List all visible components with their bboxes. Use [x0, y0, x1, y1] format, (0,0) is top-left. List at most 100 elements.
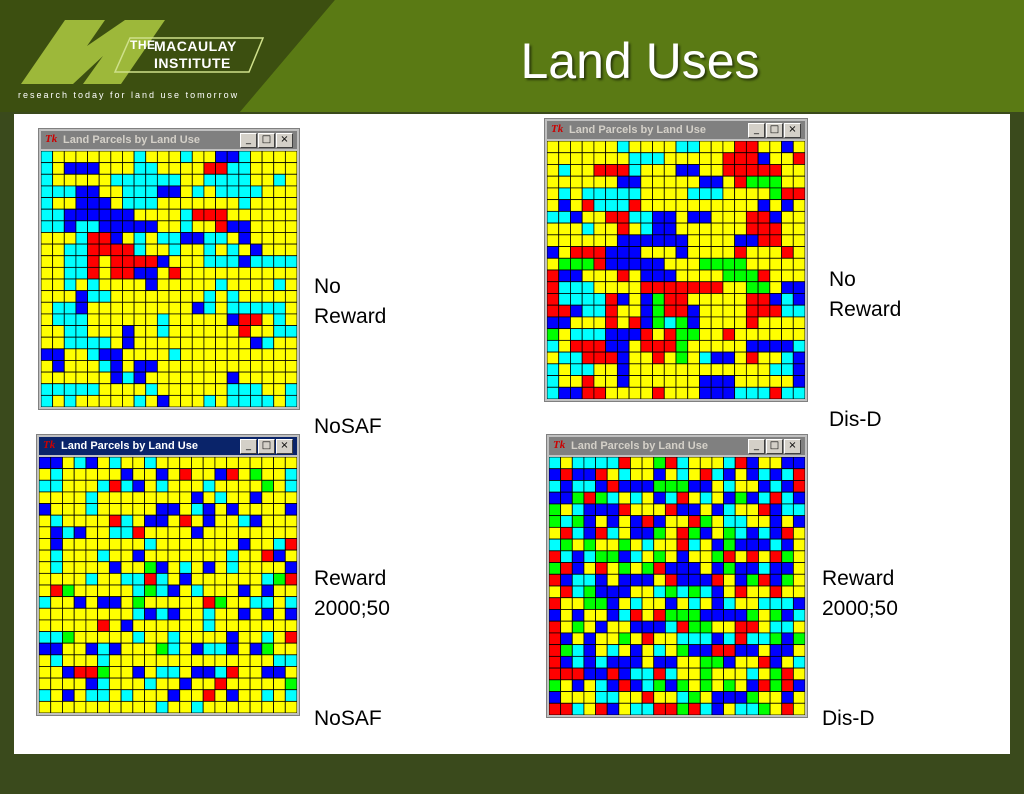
parcel-cell	[191, 220, 205, 233]
parcel-cell	[85, 596, 99, 609]
parcel-cell	[98, 162, 112, 175]
maximize-button[interactable]: □	[258, 133, 275, 148]
parcel-cell	[226, 642, 239, 656]
parcel-cell	[606, 655, 620, 669]
parcel-cell	[73, 549, 87, 563]
parcel-cell	[156, 278, 170, 292]
parcel-cell	[549, 526, 562, 540]
parcel-cell	[73, 619, 87, 632]
parcel-cell	[132, 549, 145, 563]
parcel-cell	[97, 538, 110, 551]
parcel-cell	[757, 375, 771, 388]
parcel-cell	[746, 526, 759, 540]
parcel-cell	[155, 491, 169, 504]
parcel-cell	[168, 243, 182, 257]
parcel-cell	[653, 480, 666, 493]
parcel-cell	[144, 479, 157, 493]
parcel-cell	[144, 584, 157, 598]
parcel-cell	[62, 468, 75, 481]
parcel-cell	[120, 631, 134, 644]
parcel-cell	[676, 644, 690, 657]
parcel-cell	[781, 655, 794, 669]
parcel-cell	[214, 514, 228, 528]
minimize-button[interactable]: _	[240, 439, 257, 454]
parcel-cell	[630, 667, 643, 681]
parcel-cell	[261, 607, 274, 621]
parcel-cell	[605, 164, 618, 177]
land-parcels-window-reward-dis-d[interactable]: Tk Land Parcels by Land Use _ □ ×	[546, 434, 808, 718]
parcel-cell	[261, 457, 274, 470]
parcel-cell	[664, 573, 678, 587]
parcel-cell	[549, 550, 562, 563]
parcel-cell	[769, 304, 782, 318]
parcel-cell	[757, 141, 771, 154]
parcel-cell	[110, 208, 123, 222]
parcel-cell	[664, 702, 678, 715]
parcel-cell	[249, 503, 263, 516]
parcel-cell	[133, 394, 147, 407]
parcel-cell	[699, 141, 712, 154]
parcel-cell	[699, 386, 712, 399]
land-parcels-window-no-reward-dis-d[interactable]: Tk Land Parcels by Land Use _ □ ×	[544, 118, 808, 402]
parcel-cell	[687, 293, 700, 306]
parcel-cell	[238, 266, 251, 280]
parcel-cell	[191, 607, 204, 621]
close-button[interactable]: ×	[784, 439, 801, 454]
parcel-cell	[605, 375, 618, 388]
land-parcels-window-no-reward-nosaf[interactable]: Tk Land Parcels by Land Use _ □ ×	[38, 128, 300, 410]
parcel-cell	[273, 479, 286, 493]
parcel-cell	[593, 304, 607, 318]
parcel-cell	[120, 584, 134, 598]
parcel-cell	[179, 561, 192, 574]
parcel-cell	[75, 313, 88, 326]
parcel-cell	[676, 550, 690, 563]
land-parcels-window-reward-nosaf[interactable]: Tk Land Parcels by Land Use _ □ ×	[36, 434, 300, 716]
window-titlebar[interactable]: Tk Land Parcels by Land Use _ □ ×	[41, 131, 297, 149]
parcel-cell	[676, 480, 690, 493]
maximize-button[interactable]: □	[766, 123, 783, 138]
parcel-cell	[652, 175, 665, 189]
parcel-cell	[50, 468, 63, 481]
parcel-cell	[85, 479, 99, 493]
parcel-cell	[85, 654, 99, 667]
parcel-cell	[769, 246, 782, 259]
window-titlebar[interactable]: Tk Land Parcels by Land Use _ □ ×	[549, 437, 805, 455]
parcel-cell	[570, 339, 583, 353]
parcel-cell	[605, 175, 618, 189]
parcel-cell	[261, 700, 274, 713]
maximize-button[interactable]: □	[258, 439, 275, 454]
parcel-cell	[98, 290, 112, 303]
close-button[interactable]: ×	[276, 133, 293, 148]
parcel-cell	[606, 632, 620, 646]
window-title: Land Parcels by Land Use	[571, 440, 708, 452]
parcel-cell	[595, 480, 608, 493]
parcel-cell	[630, 468, 643, 481]
parcel-cell	[558, 281, 571, 294]
window-titlebar[interactable]: Tk Land Parcels by Land Use _ □ ×	[547, 121, 805, 139]
parcel-cell	[50, 666, 63, 679]
parcel-cell	[144, 468, 157, 481]
window-titlebar[interactable]: Tk Land Parcels by Land Use _ □ ×	[39, 437, 297, 455]
parcel-cell	[41, 394, 54, 407]
parcel-cell	[284, 654, 297, 667]
parcel-cell	[63, 394, 77, 407]
parcel-cell	[261, 290, 275, 303]
parcel-cell	[758, 597, 771, 610]
parcel-cell	[180, 360, 193, 373]
parcel-cell	[145, 394, 158, 407]
parcel-cell	[168, 220, 182, 233]
minimize-button[interactable]: _	[748, 439, 765, 454]
parcel-cell	[595, 491, 608, 505]
close-button[interactable]: ×	[784, 123, 801, 138]
maximize-button[interactable]: □	[766, 439, 783, 454]
parcel-cell	[179, 491, 192, 504]
minimize-button[interactable]: _	[748, 123, 765, 138]
parcel-cell	[549, 632, 562, 646]
parcel-cell	[653, 632, 666, 646]
parcel-cell	[191, 255, 205, 268]
parcel-cell	[155, 503, 169, 516]
minimize-button[interactable]: _	[240, 133, 257, 148]
close-button[interactable]: ×	[276, 439, 293, 454]
parcel-cell	[110, 383, 123, 396]
parcel-cell	[571, 480, 585, 493]
